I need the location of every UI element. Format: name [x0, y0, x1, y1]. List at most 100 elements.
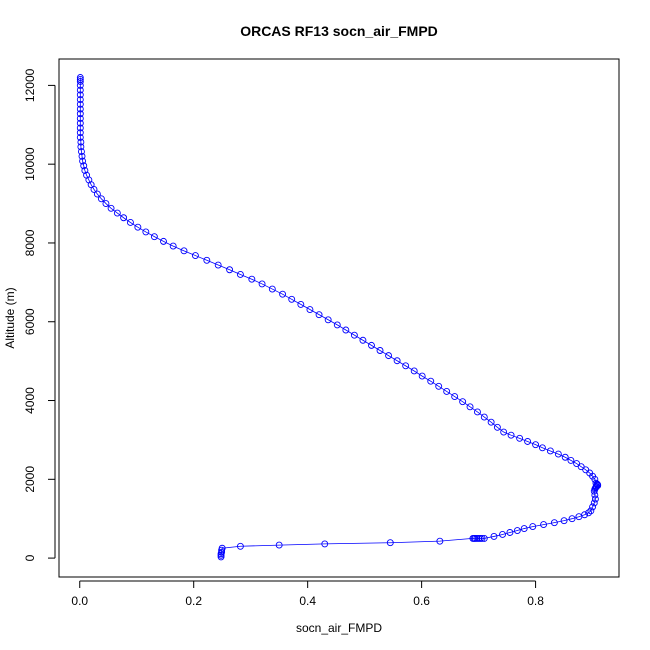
data-point: [76, 110, 84, 118]
data-point: [402, 362, 410, 370]
data-point: [532, 441, 540, 449]
data-point: [587, 507, 595, 515]
data-point: [126, 219, 134, 226]
data-point: [77, 138, 85, 146]
data-point: [107, 204, 115, 212]
data-point: [567, 456, 575, 464]
data-point: [577, 463, 585, 471]
data-point: [113, 209, 121, 217]
data-point: [435, 382, 443, 390]
data-point: [516, 434, 524, 442]
data-point: [520, 525, 528, 532]
data-point: [120, 214, 128, 222]
x-axis-label: socn_air_FMPD: [296, 621, 382, 635]
data-point: [76, 77, 84, 85]
data-point: [466, 403, 474, 411]
data-point: [226, 266, 234, 274]
data-point: [594, 481, 602, 489]
data-point: [490, 532, 498, 540]
data-point: [306, 306, 314, 313]
data-point: [480, 534, 488, 542]
data-point: [473, 534, 481, 542]
data-point: [76, 100, 84, 108]
data-point: [513, 527, 521, 534]
data-point: [474, 408, 481, 416]
data-point: [76, 119, 84, 127]
y-tick-label: 4000: [23, 387, 37, 414]
data-point: [76, 91, 84, 99]
data-point: [359, 336, 367, 344]
data-point: [76, 115, 84, 122]
data-point: [258, 280, 266, 288]
data-point: [590, 499, 598, 507]
data-point: [324, 316, 332, 324]
data-point: [487, 418, 495, 426]
data-point: [480, 413, 488, 421]
data-point: [591, 495, 599, 503]
data-point: [582, 466, 590, 474]
chart-title: ORCAS RF13 socn_air_FMPD: [240, 23, 438, 39]
data-point: [297, 300, 305, 308]
data-point: [76, 76, 84, 83]
x-tick-label: 0.4: [299, 594, 316, 608]
data-point: [76, 124, 84, 132]
y-tick-label: 12000: [23, 68, 37, 102]
data-point: [76, 133, 84, 141]
data-point: [546, 447, 554, 455]
data-point: [180, 247, 188, 255]
data-point: [538, 444, 546, 452]
data-point: [315, 311, 323, 319]
data-point: [342, 326, 350, 334]
y-tick-label: 2000: [23, 466, 37, 493]
data-point: [443, 388, 451, 395]
data-point: [476, 534, 484, 542]
data-point: [524, 438, 532, 445]
data-point: [76, 74, 84, 81]
data-point: [499, 531, 506, 538]
data-point: [410, 367, 418, 375]
data-point: [142, 228, 150, 236]
data-point: [560, 517, 568, 525]
data-point: [76, 86, 84, 94]
data-point: [471, 534, 479, 542]
data-point: [102, 200, 110, 208]
data-point: [550, 519, 558, 527]
data-point: [385, 352, 393, 360]
data-point: [573, 460, 581, 467]
data-point: [218, 548, 226, 556]
data-point: [427, 377, 435, 385]
data-point: [529, 523, 537, 531]
data-point: [76, 105, 84, 113]
data-point: [386, 539, 394, 547]
data-point: [589, 503, 597, 511]
data-point: [169, 242, 177, 250]
x-tick-label: 0.6: [413, 594, 430, 608]
data-point: [218, 544, 226, 552]
data-point: [321, 540, 329, 548]
data-point: [77, 148, 85, 156]
data-point: [436, 537, 444, 545]
data-point: [592, 479, 600, 487]
data-point: [333, 321, 341, 329]
plot-area: [76, 74, 602, 561]
data-point: [376, 347, 384, 354]
data-point: [236, 271, 244, 278]
data-point: [93, 190, 101, 198]
data-point: [506, 529, 514, 536]
data-point: [275, 541, 283, 549]
data-point: [203, 256, 211, 264]
data-point: [368, 341, 375, 349]
y-tick-label: 10000: [23, 147, 37, 181]
y-tick-label: 8000: [23, 229, 37, 256]
plot-frame: [58, 58, 620, 578]
x-tick-label: 0.2: [185, 594, 202, 608]
y-tick-label: 0: [23, 554, 37, 561]
data-point: [80, 162, 88, 170]
data-point: [279, 290, 287, 298]
y-tick-label: 6000: [23, 308, 37, 335]
data-point: [568, 515, 576, 523]
data-point: [83, 171, 91, 179]
data-point: [76, 96, 84, 104]
